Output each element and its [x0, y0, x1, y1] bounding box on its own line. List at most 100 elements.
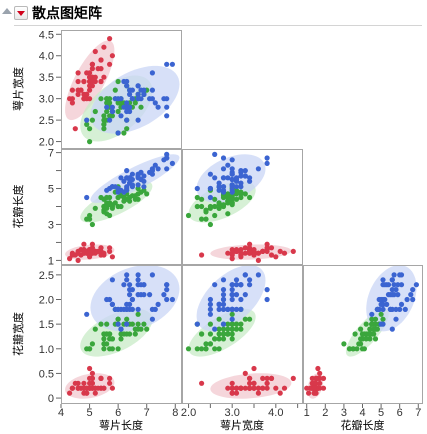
versicolor-point	[101, 113, 107, 119]
versicolor-point	[124, 126, 130, 132]
versicolor-point	[352, 331, 358, 337]
versicolor-point	[141, 321, 147, 327]
setosa-point	[264, 375, 270, 381]
x-tick-label: 4	[58, 407, 64, 419]
virginica-point	[395, 292, 401, 298]
virginica-point	[264, 287, 270, 293]
y-tick-label: 4.5	[39, 29, 54, 41]
virginica-point	[169, 296, 175, 303]
virginica-point	[164, 61, 170, 67]
setosa-point	[242, 245, 248, 251]
versicolor-point	[144, 191, 150, 197]
setosa-point	[101, 44, 107, 50]
setosa-point	[92, 74, 98, 80]
virginica-point	[229, 306, 235, 312]
versicolor-point	[220, 336, 227, 342]
versicolor-point	[371, 331, 377, 337]
versicolor-point	[229, 321, 235, 327]
versicolor-point	[199, 196, 205, 202]
versicolor-point	[220, 331, 227, 337]
virginica-point	[164, 166, 170, 172]
versicolor-point	[132, 196, 138, 202]
setosa-point	[233, 385, 240, 391]
versicolor-point	[233, 326, 240, 332]
virginica-point	[129, 171, 135, 177]
versicolor-point	[87, 346, 93, 352]
setosa-point	[229, 390, 235, 396]
versicolor-point	[229, 200, 235, 206]
collapse-triangle-icon[interactable]	[2, 8, 12, 14]
setosa-point	[84, 91, 90, 97]
setosa-point	[81, 380, 87, 386]
versicolor-point	[238, 321, 244, 327]
x-tick-label: 2.0	[181, 407, 196, 419]
setosa-point	[87, 96, 93, 102]
virginica-point	[247, 178, 253, 184]
virginica-point	[410, 296, 416, 303]
virginica-point	[104, 296, 110, 303]
setosa-point	[247, 380, 253, 386]
virginica-point	[225, 175, 231, 181]
virginica-point	[238, 180, 244, 186]
virginica-point	[109, 301, 115, 307]
versicolor-point	[354, 346, 360, 352]
versicolor-point	[115, 100, 121, 106]
versicolor-point	[118, 193, 124, 199]
setosa-point	[101, 74, 107, 80]
versicolor-point	[212, 196, 218, 202]
setosa-point	[255, 250, 261, 256]
virginica-point	[212, 282, 218, 288]
virginica-point	[127, 292, 133, 298]
matrix-cell	[65, 265, 180, 399]
versicolor-point	[216, 346, 222, 352]
versicolor-point	[199, 331, 205, 337]
virginica-point	[385, 292, 392, 298]
virginica-point	[207, 301, 213, 307]
versicolor-point	[371, 326, 377, 332]
versicolor-point	[121, 198, 127, 204]
setosa-point	[75, 87, 81, 93]
red-triangle-menu-button[interactable]	[14, 6, 28, 20]
virginica-point	[124, 104, 130, 110]
x-tick-label: 3	[341, 407, 347, 419]
setosa-point	[107, 61, 113, 67]
virginica-point	[152, 100, 158, 106]
setosa-point	[238, 385, 244, 391]
virginica-point	[229, 157, 235, 163]
virginica-point	[376, 296, 382, 303]
setosa-point	[242, 370, 248, 376]
versicolor-point	[194, 194, 200, 201]
virginica-point	[118, 175, 124, 181]
virginica-point	[135, 96, 141, 102]
setosa-point	[290, 248, 296, 254]
versicolor-point	[199, 203, 205, 210]
x-tick-label: 4.0	[268, 407, 283, 419]
virginica-point	[247, 282, 253, 288]
virginica-point	[216, 306, 222, 312]
virginica-point	[369, 311, 375, 317]
virginica-point	[138, 87, 144, 93]
setosa-point	[89, 370, 95, 376]
versicolor-point	[107, 336, 113, 342]
x-tick-label: 7	[144, 407, 150, 419]
matrix-cell	[304, 265, 419, 399]
virginica-point	[164, 104, 170, 110]
virginica-point	[129, 96, 135, 102]
matrix-cell	[65, 36, 180, 145]
virginica-point	[141, 178, 147, 184]
virginica-point	[220, 175, 227, 181]
setosa-point	[69, 96, 75, 102]
setosa-point	[229, 256, 235, 262]
virginica-point	[389, 292, 395, 298]
versicolor-point	[124, 316, 130, 322]
setosa-point	[75, 385, 81, 391]
cell-frame	[303, 265, 423, 404]
virginica-point	[233, 175, 240, 181]
versicolor-point	[121, 130, 127, 136]
setosa-point	[251, 385, 257, 391]
virginica-point	[220, 287, 227, 293]
virginica-point	[149, 171, 155, 177]
setosa-point	[95, 248, 101, 254]
y-tick-label: 4.0	[39, 51, 54, 63]
setosa-point	[251, 380, 257, 386]
